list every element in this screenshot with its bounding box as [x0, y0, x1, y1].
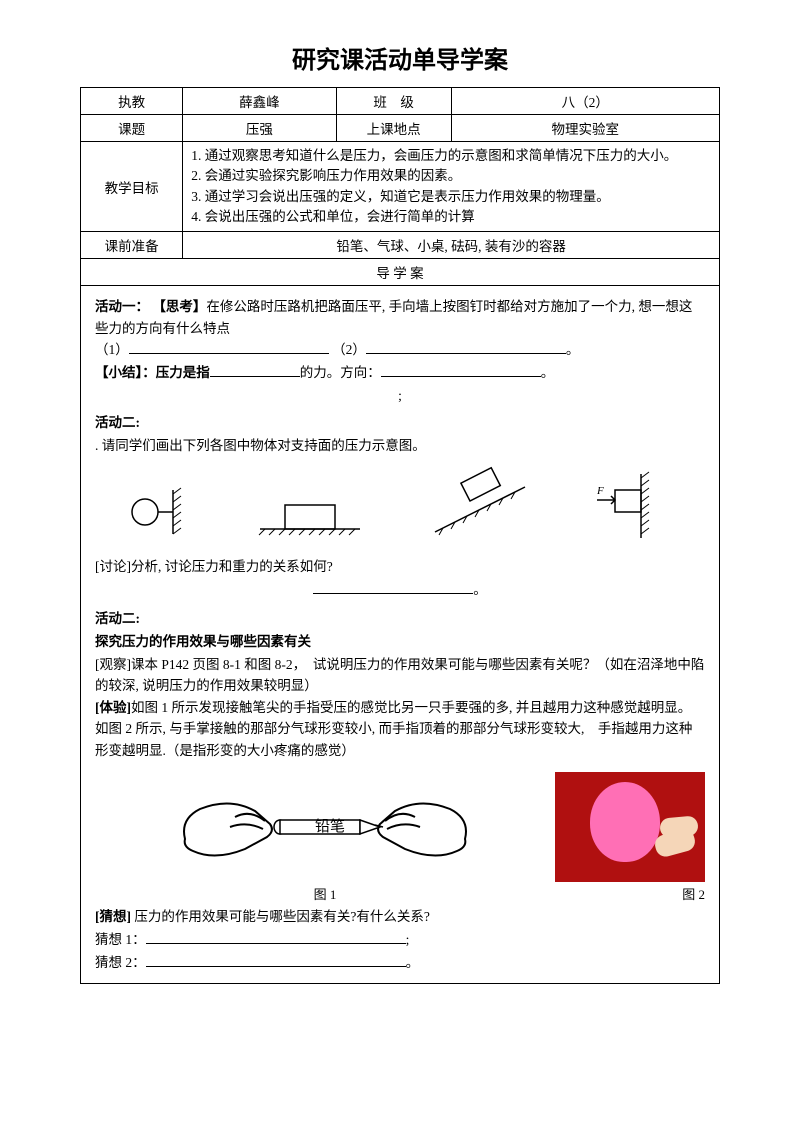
- fig1-caption: 图 1: [95, 884, 555, 906]
- table-row: 执教 薛鑫峰 班 级 八（2）: [81, 88, 720, 115]
- act1-blanks: （1） （2）。: [95, 339, 705, 362]
- guess-label: [猜想]: [95, 909, 131, 924]
- cell-class-label: 班 级: [336, 88, 451, 115]
- blank-line[interactable]: [366, 340, 566, 354]
- act2-text: . 请同学们画出下列各图中物体对支持面的压力示意图。: [95, 435, 705, 458]
- cell-location: 物理实验室: [451, 115, 719, 142]
- blank-line[interactable]: [313, 580, 473, 594]
- table-row: 教学目标 1. 通过观察思考知道什么是压力，会画压力的示意图和求简单情况下压力的…: [81, 142, 720, 232]
- table-row: 课题 压强 上课地点 物理实验室: [81, 115, 720, 142]
- caption-row: 图 1 图 2: [95, 884, 705, 906]
- act1-summary: 【小结】：压力是指的力。方向：。: [95, 362, 705, 385]
- page-title: 研究课活动单导学案: [80, 40, 720, 75]
- guess2-label: 猜想 2：: [95, 955, 146, 970]
- force-label: F: [596, 485, 604, 497]
- cell-goals-label: 教学目标: [81, 142, 183, 232]
- balloon-icon: [590, 782, 660, 862]
- think-label: 【思考】: [152, 299, 206, 314]
- guess-text: 压力的作用效果可能与哪些因素有关?有什么关系?: [134, 909, 429, 924]
- guess2-line: 猜想 2：。: [95, 952, 705, 975]
- finger-icon: [653, 827, 697, 859]
- figure-row: 铅笔: [95, 772, 705, 882]
- act2-head: 活动二:: [95, 412, 705, 435]
- observe-line: [观察]课本 P142 页图 8-1 和图 8-2， 试说明压力的作用效果可能与…: [95, 654, 705, 697]
- fig2-caption: 图 2: [555, 884, 705, 906]
- cell-guide-label: 导 学 案: [81, 259, 720, 286]
- blank-line[interactable]: [146, 930, 406, 944]
- blank-line[interactable]: [381, 363, 541, 377]
- blank-line[interactable]: [210, 363, 300, 377]
- cell-prep-label: 课前准备: [81, 232, 183, 259]
- balloon-figure: [555, 772, 705, 882]
- guess-line: [猜想] 压力的作用效果可能与哪些因素有关?有什么关系?: [95, 906, 705, 929]
- table-row: 课前准备 铅笔、气球、小桌, 砝码, 装有沙的容器: [81, 232, 720, 259]
- summary-label: 【小结】：压力是指: [95, 365, 210, 380]
- observe-text: 课本 P142 页图 8-1 和图 8-2， 试说明压力的作用效果可能与哪些因素…: [95, 657, 704, 694]
- discuss-text: 分析, 讨论压力和重力的关系如何?: [131, 559, 333, 574]
- cell-teacher-label: 执教: [81, 88, 183, 115]
- goal-item: 4. 会说出压强的公式和单位，会进行简单的计算: [191, 207, 711, 227]
- exp-text: 如图 1 所示发现接触笔尖的手指受压的感觉比另一只手要强的多, 并且越用力这种感…: [95, 700, 701, 758]
- cell-prep: 铅笔、气球、小桌, 砝码, 装有沙的容器: [183, 232, 720, 259]
- cell-location-label: 上课地点: [336, 115, 451, 142]
- dot-line: 。: [95, 579, 705, 602]
- cell-goals: 1. 通过观察思考知道什么是压力，会画压力的示意图和求简单情况下压力的大小。 2…: [183, 142, 720, 232]
- summary-mid: 的力。方向：: [300, 365, 381, 380]
- discuss-label: [讨论]: [95, 559, 131, 574]
- diagram-wall-push: F: [595, 472, 675, 542]
- blank-line[interactable]: [146, 953, 406, 967]
- activity-1: 活动一： 【思考】在修公路时压路机把路面压平, 手向墙上按图钉时都给对方施加了一…: [95, 296, 705, 339]
- diagram-block-floor: [255, 487, 365, 542]
- diagram-incline: [425, 477, 535, 542]
- item1-label: （1）: [95, 342, 129, 357]
- pencil-hands-icon: 铅笔: [175, 779, 475, 874]
- info-table: 执教 薛鑫峰 班 级 八（2） 课题 压强 上课地点 物理实验室 教学目标 1.…: [80, 87, 720, 286]
- goal-item: 2. 会通过实验探究影响压力作用效果的因素。: [191, 166, 711, 186]
- diagram-wall-roller: [125, 482, 195, 542]
- guess1-line: 猜想 1：;: [95, 929, 705, 952]
- cell-topic-label: 课题: [81, 115, 183, 142]
- experience-line: [体验]如图 1 所示发现接触笔尖的手指受压的感觉比另一只手要强的多, 并且越用…: [95, 697, 705, 762]
- pencil-label: 铅笔: [315, 818, 345, 835]
- cell-class: 八（2）: [451, 88, 719, 115]
- explore-title: 探究压力的作用效果与哪些因素有关: [95, 631, 705, 654]
- cell-teacher: 薛鑫峰: [183, 88, 336, 115]
- goal-item: 3. 通过学习会说出压强的定义，知道它是表示压力作用效果的物理量。: [191, 187, 711, 207]
- cell-topic: 压强: [183, 115, 336, 142]
- item2-label: （2）: [332, 342, 366, 357]
- diagram-row: F: [95, 472, 705, 542]
- goal-item: 1. 通过观察思考知道什么是压力，会画压力的示意图和求简单情况下压力的大小。: [191, 146, 711, 166]
- act1-head: 活动一：: [95, 299, 149, 314]
- table-row: 导 学 案: [81, 259, 720, 286]
- pencil-figure: 铅笔: [95, 779, 555, 882]
- observe-label: [观察]: [95, 657, 131, 672]
- semicolon-line: ;: [95, 385, 705, 408]
- discuss-line: [讨论]分析, 讨论压力和重力的关系如何?: [95, 556, 705, 579]
- exp-label: [体验]: [95, 700, 131, 715]
- act2b-head: 活动二:: [95, 608, 705, 631]
- blank-line[interactable]: [129, 340, 329, 354]
- content-box: 活动一： 【思考】在修公路时压路机把路面压平, 手向墙上按图钉时都给对方施加了一…: [80, 286, 720, 984]
- guess1-label: 猜想 1：: [95, 932, 146, 947]
